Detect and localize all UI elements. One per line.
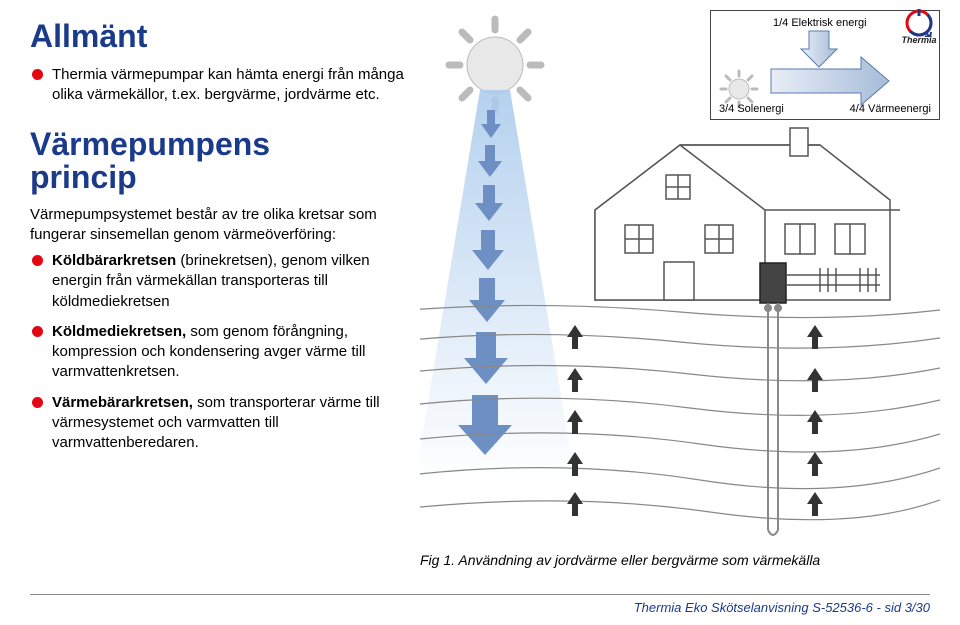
thermia-logo: Thermia	[897, 9, 941, 45]
energy-diagram: 1/4 Elektrisk energi 3/4 Solenergi 4/4 V…	[710, 10, 940, 120]
kretsar-list: Köldbärarkretsen (brinekretsen), genom v…	[30, 251, 410, 453]
house-icon	[595, 128, 900, 303]
heading-princip-line2: princip	[30, 159, 137, 195]
intro-bullet: Thermia värmepumpar kan hämta energi frå…	[30, 65, 410, 106]
list-item: Köldmediekretsen, som genom förångning, …	[30, 322, 410, 383]
energy-label-left: 3/4 Solenergi	[719, 103, 784, 115]
heading-princip: Värmepumpens princip	[30, 128, 410, 195]
energy-label-top: 1/4 Elektrisk energi	[773, 17, 867, 29]
figure-caption: Fig 1. Användning av jordvärme eller ber…	[420, 552, 820, 568]
figure-diagram: 1/4 Elektrisk energi 3/4 Solenergi 4/4 V…	[420, 10, 940, 570]
energy-label-right: 4/4 Värmeenergi	[850, 103, 931, 115]
heading-princip-line1: Värmepumpens	[30, 126, 270, 162]
list-item: Värmebärarkretsen, som transporterar vär…	[30, 393, 410, 454]
footer-rule	[30, 594, 930, 595]
logo-icon	[905, 9, 933, 37]
bullet-bold: Köldbärarkretsen	[52, 252, 176, 269]
intro-list: Thermia värmepumpar kan hämta energi frå…	[30, 65, 410, 106]
list-item: Köldbärarkretsen (brinekretsen), genom v…	[30, 251, 410, 312]
page-footer: Thermia Eko Skötselanvisning S-52536-6 -…	[634, 600, 930, 615]
heading-allmant: Allmänt	[30, 18, 410, 55]
bullet-bold: Köldmediekretsen,	[52, 323, 186, 340]
logo-brand: Thermia	[897, 35, 941, 45]
bullet-bold: Värmebärarkretsen,	[52, 394, 193, 411]
princip-intro: Värmepumpsystemet består av tre olika kr…	[30, 205, 410, 246]
